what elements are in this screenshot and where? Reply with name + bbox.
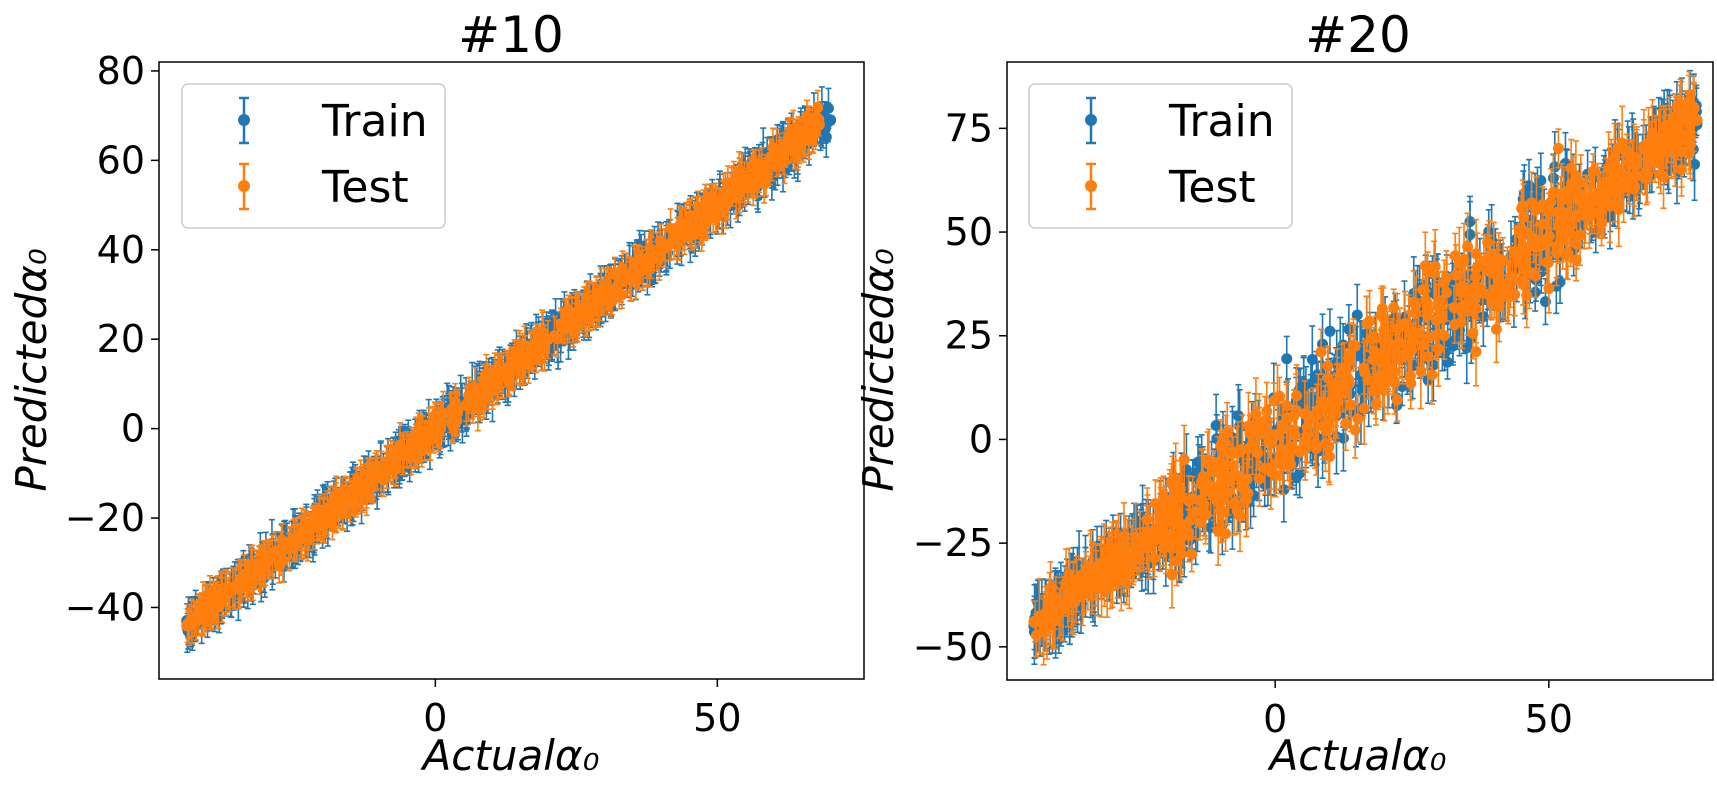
panel-10: #10 0 50 −40 −20 0 20 40 60 80 Actualα₀ Predicte…: [7, 6, 865, 780]
x-tick-label: 50: [693, 696, 741, 740]
x-axis-label: Actualα₀: [1267, 731, 1447, 780]
chart-title: #20: [1305, 6, 1411, 64]
x-tick-label: 0: [423, 696, 447, 740]
legend-label-test: Test: [321, 162, 409, 213]
x-tick-label: 50: [1525, 697, 1573, 741]
legend-label-test: Test: [1168, 162, 1256, 213]
y-axis-label: Predictedα₀: [7, 248, 56, 492]
legend: Train Test: [181, 83, 446, 229]
data-marks: [181, 86, 837, 654]
legend-label-train: Train: [1168, 96, 1275, 147]
y-axis-label: Predictedα₀: [854, 248, 903, 492]
y-tick-label: 20: [97, 317, 145, 361]
legend-label-train: Train: [321, 96, 428, 147]
y-tick-label: 75: [945, 106, 993, 150]
y-tick-label: −25: [913, 521, 993, 565]
data-point: [1281, 335, 1293, 382]
y-tick-label: 60: [97, 138, 145, 182]
y-tick-label: 50: [945, 210, 993, 254]
y-tick-label: 0: [969, 417, 993, 461]
chart-title: #10: [458, 6, 564, 64]
tick-labels: 0 50 −40 −20 0 20 40 60 80: [65, 49, 742, 740]
x-axis-label: Actualα₀: [420, 731, 600, 780]
y-tick-label: 0: [121, 407, 145, 451]
y-tick-label: −50: [913, 625, 993, 669]
y-tick-label: 40: [97, 228, 145, 272]
legend: Train Test: [1028, 83, 1293, 229]
y-tick-label: −40: [65, 585, 145, 629]
y-tick-label: 80: [97, 49, 145, 93]
y-tick-label: −20: [65, 496, 145, 540]
y-tick-label: 25: [945, 314, 993, 358]
